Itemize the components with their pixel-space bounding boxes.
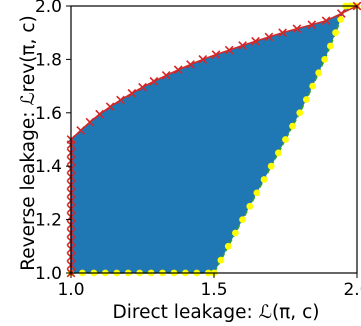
y-tick-label: 1.0 <box>35 264 62 284</box>
x-axis-label: Direct leakage: ℒ(π, c) <box>113 302 320 323</box>
lower-boundary-point <box>260 176 268 183</box>
lower-boundary-point <box>289 122 296 130</box>
upper-boundary-point <box>307 20 317 30</box>
upper-boundary-point <box>161 71 171 80</box>
lower-boundary-point <box>296 109 304 117</box>
upper-boundary-point <box>138 82 147 92</box>
lower-boundary-point <box>337 16 345 23</box>
lower-boundary-point <box>267 162 275 170</box>
upper-boundary-point <box>238 41 247 50</box>
y-tick-label: 1.2 <box>35 211 62 231</box>
lower-boundary-point <box>217 256 225 264</box>
upper-boundary-point <box>116 95 125 105</box>
upper-boundary-point <box>198 55 208 64</box>
y-axis-label: Reverse leakage: ℒrev(π, c) <box>18 15 39 270</box>
lower-boundary-point <box>309 82 317 90</box>
lower-boundary-point <box>239 216 247 224</box>
upper-boundary-point <box>336 9 346 18</box>
lower-boundary-point <box>321 56 329 63</box>
upper-boundary-point <box>186 60 195 69</box>
lower-boundary-point <box>224 242 232 250</box>
feasible-region <box>71 6 357 273</box>
x-axis: 1.0 1.5 2.0 <box>57 273 361 300</box>
upper-boundary-point <box>224 45 234 55</box>
upper-boundary-point <box>211 50 221 59</box>
upper-boundary-point <box>127 88 137 98</box>
upper-boundary-point <box>95 109 104 119</box>
x-tick-label: 1.5 <box>200 280 227 300</box>
upper-boundary-point <box>149 76 159 86</box>
lower-boundary-point <box>282 136 289 143</box>
upper-boundary-point <box>85 117 95 127</box>
y-tick-label: 2.0 <box>35 0 62 17</box>
upper-boundary-point <box>251 36 260 46</box>
lower-boundary-point <box>253 189 261 197</box>
lower-boundary-point <box>232 229 239 237</box>
lower-boundary-point <box>275 149 282 157</box>
upper-boundary-point <box>278 28 287 38</box>
y-tick-label: 1.8 <box>35 50 62 70</box>
upper-boundary-point <box>292 24 302 34</box>
lower-boundary-point <box>332 29 339 37</box>
upper-boundary-point <box>76 126 86 135</box>
y-tick-label: 1.6 <box>35 104 62 124</box>
lower-boundary-point <box>327 42 334 50</box>
y-axis: 1.0 1.2 1.4 1.6 1.8 2.0 <box>35 0 71 284</box>
x-tick-label: 1.0 <box>57 280 84 300</box>
upper-boundary-point <box>173 65 183 75</box>
y-tick-label: 1.4 <box>35 157 62 177</box>
x-tick-label: 2.0 <box>343 280 361 300</box>
upper-boundary-point <box>321 16 331 26</box>
lower-boundary-point <box>246 202 254 210</box>
plot-area <box>66 1 361 278</box>
lower-boundary-point <box>303 96 310 103</box>
lower-boundary-point <box>315 69 323 77</box>
upper-boundary-point <box>264 32 274 42</box>
upper-boundary-point <box>105 102 115 112</box>
